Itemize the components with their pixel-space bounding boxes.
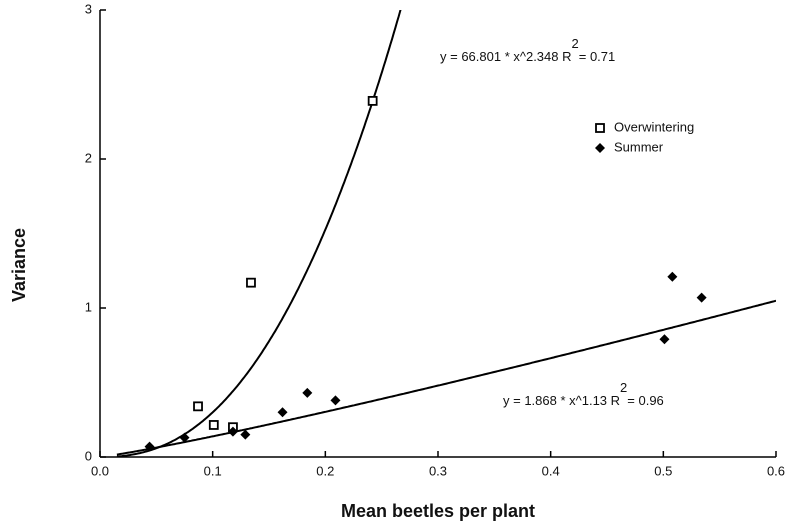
point	[246, 277, 256, 288]
y-axis-label: Variance	[9, 228, 29, 302]
fit-superscript: 2	[572, 36, 579, 51]
point	[330, 395, 341, 406]
fit-superscript: 2	[620, 380, 627, 395]
legend-marker	[595, 123, 605, 133]
point	[179, 432, 190, 443]
legend-label: Overwintering	[614, 119, 694, 134]
x-tick-label: 0.6	[767, 463, 785, 478]
fit-curve	[116, 299, 776, 456]
point	[193, 401, 203, 412]
y-tick-label: 1	[85, 299, 92, 314]
x-axis-label: Mean beetles per plant	[341, 501, 535, 521]
fit-equation: y = 1.868 * x^1.13 R2= 0.96	[503, 380, 664, 408]
x-tick-label: 0.5	[654, 463, 672, 478]
point	[667, 271, 678, 282]
fit-curves	[116, 10, 776, 457]
legend-label: Summer	[614, 139, 664, 154]
x-tick-label: 0.4	[542, 463, 560, 478]
y-tick-label: 0	[85, 448, 92, 463]
fit-r2: = 0.71	[579, 49, 616, 64]
x-tick-label: 0.2	[316, 463, 334, 478]
point	[227, 426, 238, 437]
fit-equation-text: y = 1.868 * x^1.13 R	[503, 393, 620, 408]
point	[302, 387, 313, 398]
x-tick-label: 0.0	[91, 463, 109, 478]
point	[367, 95, 378, 106]
y-tick-label: 3	[85, 1, 92, 16]
point	[144, 441, 155, 452]
y-tick-label: 2	[85, 150, 92, 165]
x-tick-label: 0.3	[429, 463, 447, 478]
fit-r2: = 0.96	[627, 393, 664, 408]
point	[696, 292, 707, 303]
fit-curve	[116, 10, 402, 457]
fit-equation-text: y = 66.801 * x^2.348 R	[440, 49, 572, 64]
point	[240, 429, 251, 440]
point	[277, 407, 288, 418]
legend-marker	[595, 143, 605, 153]
x-tick-label: 0.1	[204, 463, 222, 478]
point	[659, 334, 670, 345]
point	[208, 420, 219, 430]
fit-equation: y = 66.801 * x^2.348 R2= 0.71	[440, 36, 615, 64]
